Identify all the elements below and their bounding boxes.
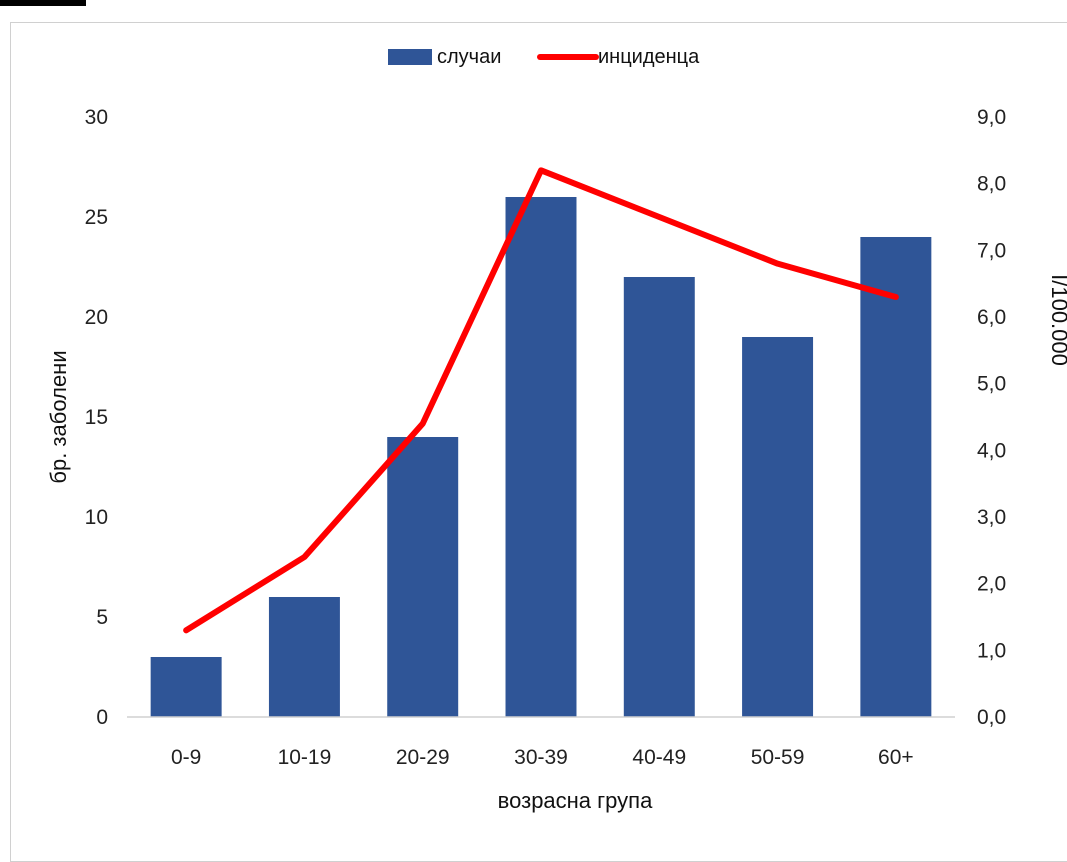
y2-tick-label: 4,0	[977, 439, 1006, 462]
bar-0-9	[150, 657, 222, 717]
bar-30-39	[505, 197, 577, 717]
legend: случаи инциденца	[388, 46, 700, 68]
legend-label-incidence: инциденца	[598, 46, 700, 68]
y2-tick-label: 3,0	[977, 506, 1006, 529]
line-series	[183, 167, 899, 634]
category-labels: 0-9 10-19 20-29 30-39 40-49 50-59 60+	[171, 746, 914, 769]
caption-underline	[0, 0, 86, 6]
bar-40-49	[623, 277, 695, 717]
bar-50-59	[742, 337, 814, 717]
bar-series	[150, 197, 932, 717]
y-tick-label: 20	[85, 306, 108, 329]
x-tick-label: 0-9	[171, 746, 201, 769]
legend-swatch-cases	[388, 49, 432, 65]
x-tick-label: 50-59	[751, 746, 805, 769]
bar-10-19	[268, 597, 340, 717]
y-tick-label: 0	[96, 706, 108, 729]
y-axis-title: бр. заболени	[46, 350, 71, 483]
y2-tick-label: 0,0	[977, 706, 1006, 729]
y-tick-label: 25	[85, 206, 108, 229]
y-tick-label: 5	[96, 606, 108, 629]
y2-tick-label: 8,0	[977, 173, 1006, 196]
y-tick-label: 30	[85, 106, 108, 129]
x-tick-label: 40-49	[632, 746, 686, 769]
incidence-line	[183, 167, 899, 634]
x-tick-label: 60+	[878, 746, 914, 769]
y2-tick-label: 7,0	[977, 239, 1006, 262]
y2-tick-label: 5,0	[977, 373, 1006, 396]
y-tick-label: 10	[85, 506, 108, 529]
left-axis-ticks: 0 5 10 15 20 25 30	[85, 106, 108, 729]
legend-label-cases: случаи	[437, 46, 501, 68]
x-tick-label: 20-29	[396, 746, 450, 769]
bar-20-29	[387, 437, 459, 717]
x-tick-label: 30-39	[514, 746, 568, 769]
x-tick-label: 10-19	[278, 746, 332, 769]
caption-strip	[0, 0, 1067, 14]
y-tick-label: 15	[85, 406, 108, 429]
right-axis-ticks: 0,0 1,0 2,0 3,0 4,0 5,0 6,0 7,0 8,0 9,0	[977, 106, 1006, 729]
x-axis-title: возрасна група	[498, 788, 653, 813]
bar-60+	[860, 237, 932, 717]
y2-tick-label: 6,0	[977, 306, 1006, 329]
y2-tick-label: 9,0	[977, 106, 1006, 129]
y2-tick-label: 2,0	[977, 573, 1006, 596]
y2-axis-title: I/100.000	[1047, 274, 1067, 366]
y2-tick-label: 1,0	[977, 639, 1006, 662]
